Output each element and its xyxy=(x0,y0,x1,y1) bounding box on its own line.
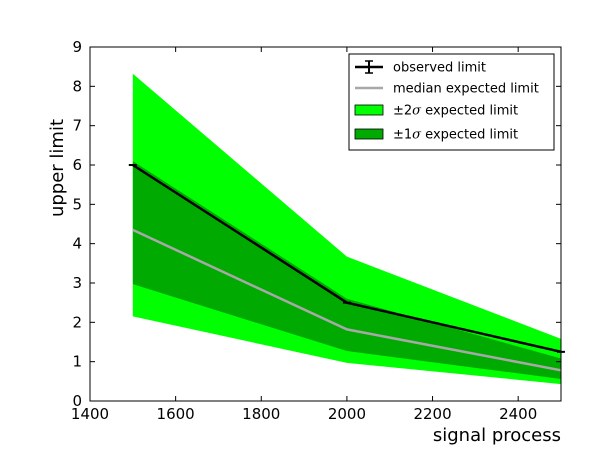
y-axis-title: upper limit xyxy=(47,119,68,217)
legend-label-prefix: ±1 xyxy=(393,128,412,143)
y-tick-label: 3 xyxy=(72,274,82,292)
x-axis-title: signal process xyxy=(433,425,561,446)
x-tick-label: 1800 xyxy=(242,405,280,423)
legend-label-band2: ±2σ expected limit xyxy=(393,104,518,119)
x-tick-label: 1400 xyxy=(71,405,109,423)
y-tick-label: 1 xyxy=(72,353,82,371)
y-tick-label: 4 xyxy=(72,235,82,253)
legend-swatch-band2 xyxy=(354,104,384,116)
y-tick-label: 2 xyxy=(72,313,82,331)
legend: observed limit median expected limit ±2σ e… xyxy=(348,53,555,151)
x-tick-label: 2200 xyxy=(413,405,451,423)
x-tick-label: 1600 xyxy=(157,405,195,423)
y-tick-label: 9 xyxy=(72,38,82,56)
x-tick-label: 2000 xyxy=(328,405,366,423)
y-tick-label: 0 xyxy=(72,392,82,410)
legend-label-prefix: ±2 xyxy=(393,104,412,119)
y-tick-label: 5 xyxy=(72,195,82,213)
y-tick-label: 7 xyxy=(72,117,82,135)
median-expected-line xyxy=(132,228,562,372)
legend-label-sigma: σ xyxy=(412,128,422,143)
legend-label-band1: ±1σ expected limit xyxy=(393,128,518,143)
y-tick-label: 6 xyxy=(72,156,82,174)
legend-label-median: median expected limit xyxy=(393,82,539,97)
legend-label-text: expected limit xyxy=(421,128,518,143)
legend-label-sigma: σ xyxy=(412,104,422,119)
legend-label-observed: observed limit xyxy=(393,61,486,76)
y-tick-label: 8 xyxy=(72,77,82,95)
plot-frame xyxy=(89,46,562,402)
legend-label-text: expected limit xyxy=(421,104,518,119)
x-tick-label: 2400 xyxy=(499,405,537,423)
legend-swatch-band1 xyxy=(354,128,384,140)
